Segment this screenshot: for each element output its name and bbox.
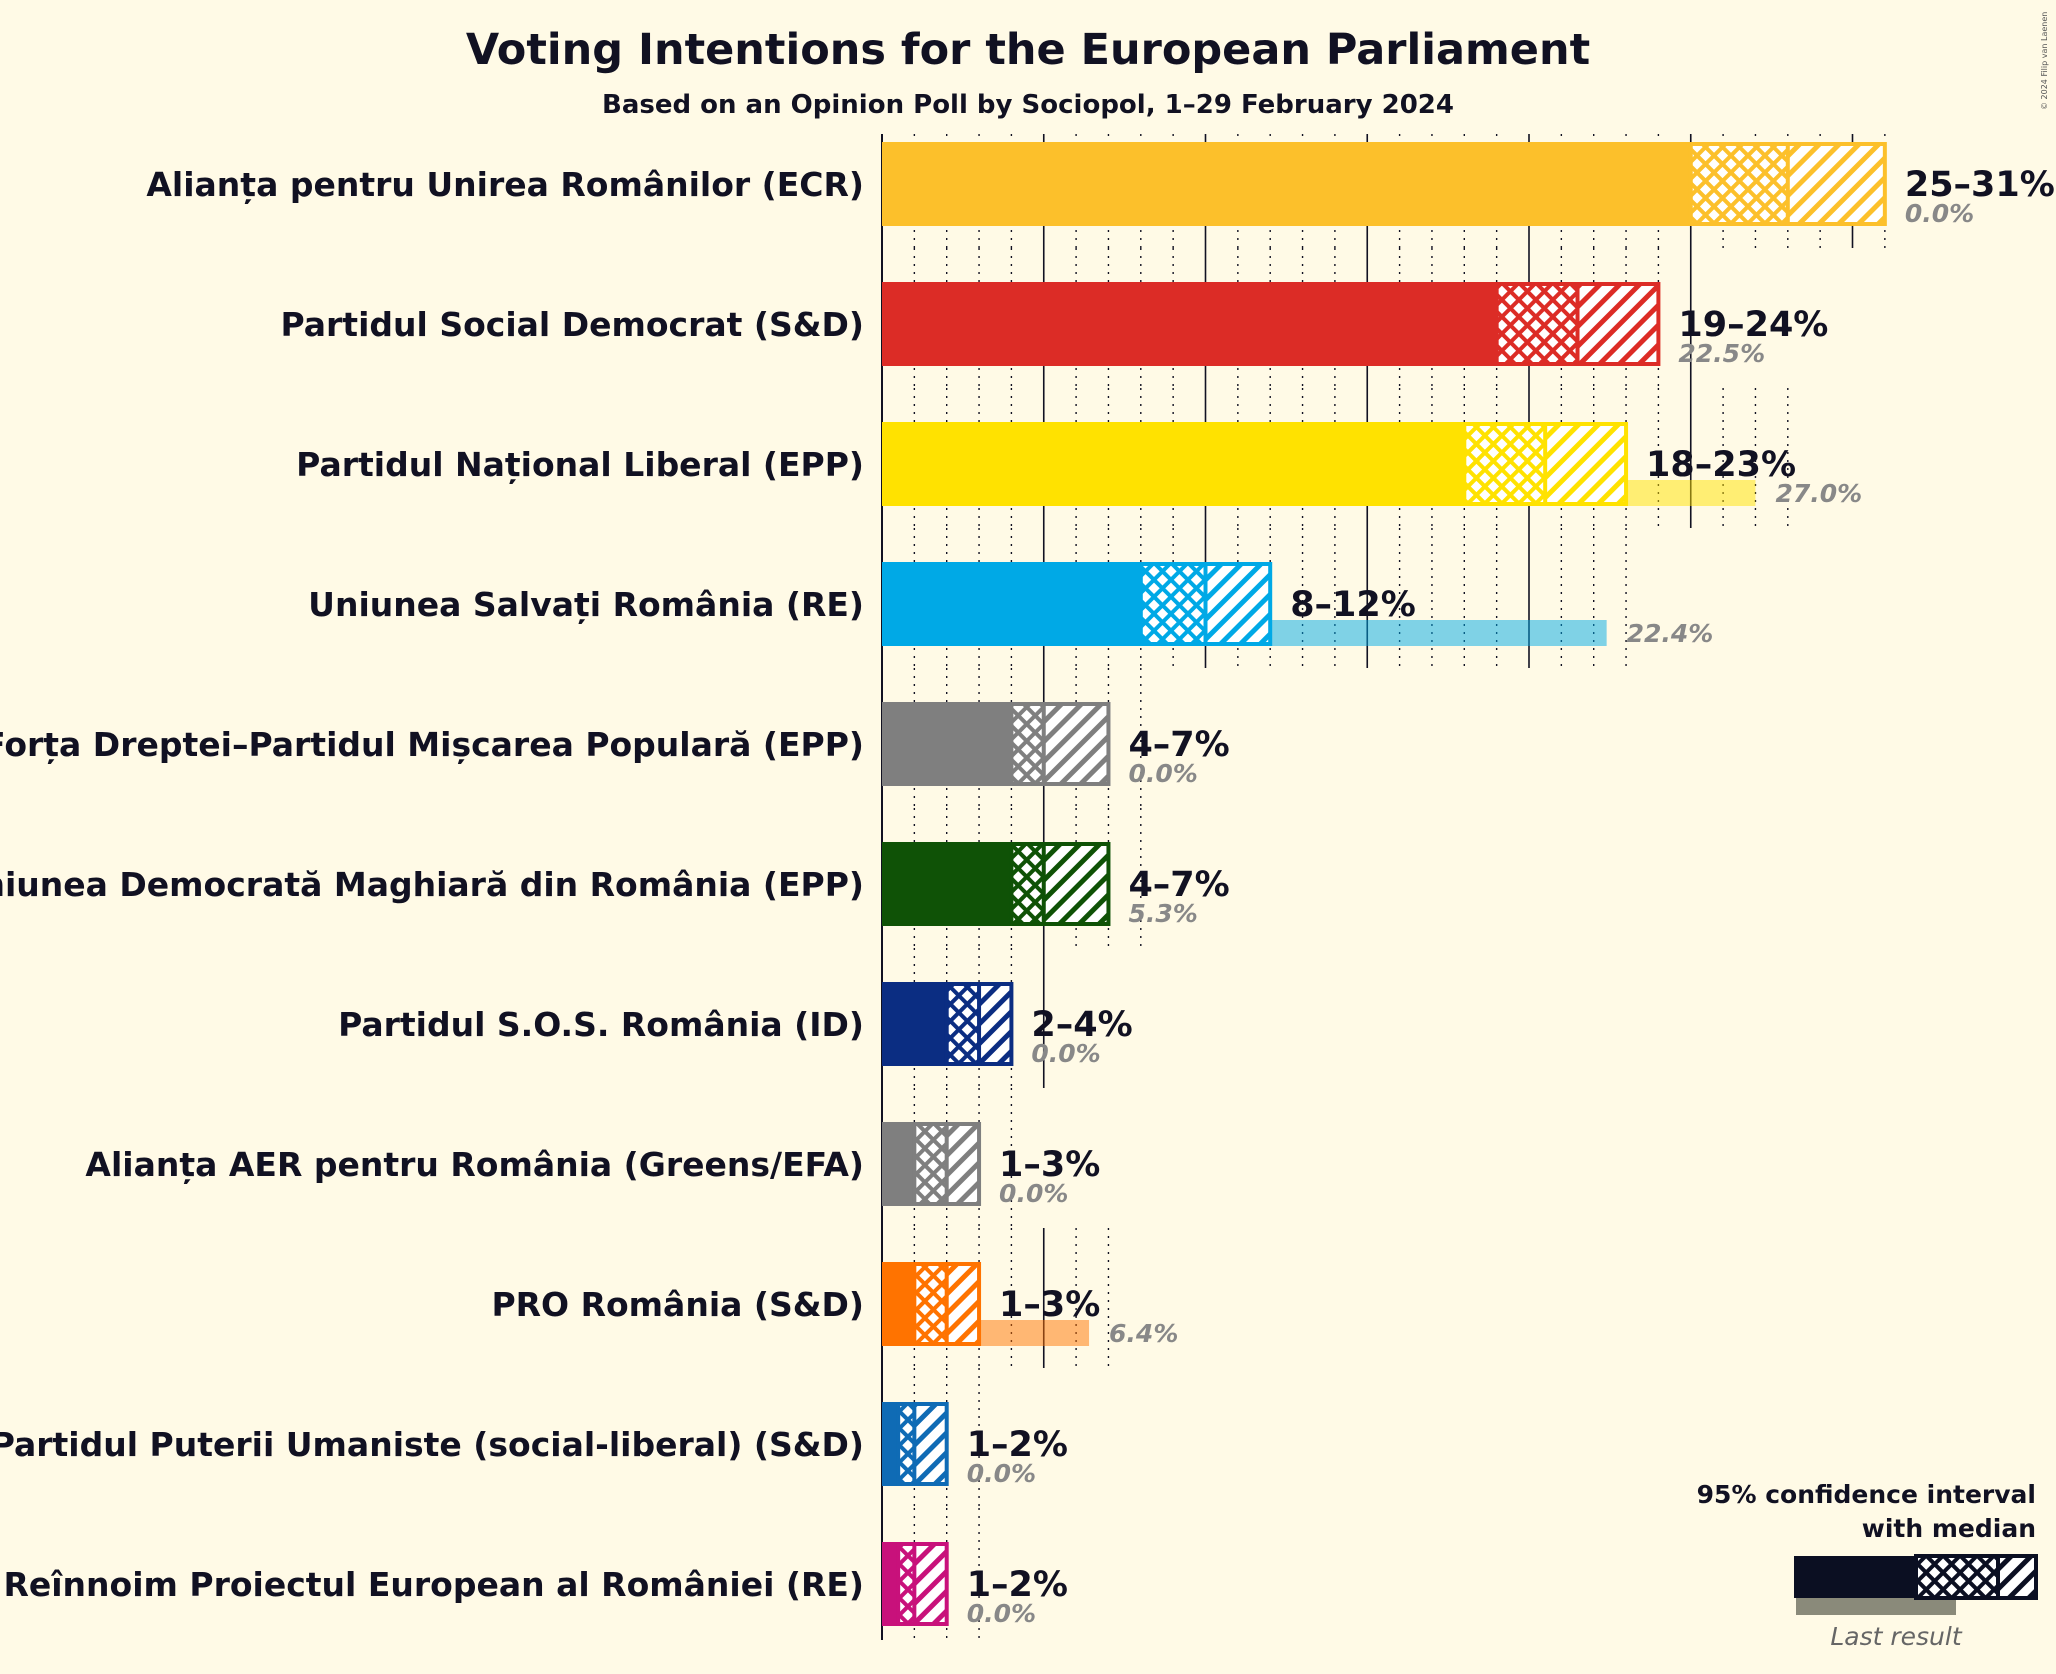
bar-ci-outline — [1009, 842, 1111, 926]
last-result-label: 5.3% — [1128, 899, 1197, 928]
last-result-label: 0.0% — [967, 1599, 1036, 1628]
legend: 95% confidence interval with median Last… — [1697, 1480, 2038, 1651]
last-result-label: 0.0% — [1031, 1039, 1100, 1068]
bar-solid — [882, 982, 947, 1066]
chart-rows: Alianța pentru Unirea Românilor (ECR) 25–… — [0, 142, 2055, 1628]
party-row: Uniunea Democrată Maghiară din România (… — [0, 842, 1230, 928]
party-row: Reînnoim Proiectul European al României … — [3, 1542, 1068, 1628]
bar-ci-lower — [914, 1122, 947, 1206]
bar-solid — [882, 702, 1012, 786]
party-label: PRO România (S&D) — [491, 1285, 864, 1324]
legend-hatch-bar — [1996, 1554, 2038, 1600]
last-result-label: 6.4% — [1109, 1319, 1178, 1348]
party-label: Alianța AER pentru România (Greens/EFA) — [85, 1145, 864, 1184]
bar-ci-lower — [914, 1262, 947, 1346]
range-label: 1–3% — [999, 1285, 1100, 1325]
last-result-label: 0.0% — [999, 1179, 1068, 1208]
legend-last-result-bar — [1796, 1597, 1956, 1615]
last-result-label: 22.4% — [1627, 619, 1714, 648]
bar-ci-upper — [1043, 702, 1109, 786]
bar-ci-upper — [979, 982, 1012, 1066]
legend-line2: with median — [1862, 1514, 2036, 1543]
party-label: Partidul Social Democrat (S&D) — [280, 305, 864, 344]
last-result-label: 22.5% — [1678, 339, 1765, 368]
party-label: Uniunea Democrată Maghiară din România (… — [0, 865, 864, 904]
bar-solid — [882, 282, 1497, 366]
bar-ci-upper — [1205, 562, 1271, 646]
party-row: Partidul S.O.S. România (ID) 2–4%0.0% — [338, 982, 1133, 1068]
bar-solid — [882, 1262, 915, 1346]
range-label: 2–4% — [1031, 1005, 1132, 1045]
range-label: 4–7% — [1128, 865, 1229, 905]
bar-ci-upper — [1577, 282, 1659, 366]
bar-ci-upper — [946, 1262, 980, 1346]
range-label: 4–7% — [1128, 725, 1229, 765]
party-label: Partidul Puterii Umaniste (social-libera… — [0, 1425, 864, 1464]
bar-ci-upper — [1787, 142, 1885, 226]
bar-solid — [882, 1402, 899, 1486]
bar-ci-lower — [1011, 842, 1044, 926]
party-row: Alianța pentru Unirea Românilor (ECR) 25–… — [146, 142, 2055, 228]
bar-solid — [882, 142, 1691, 226]
chart-title: Voting Intentions for the European Parli… — [466, 25, 1590, 75]
bar-ci-lower — [946, 982, 980, 1066]
range-label: 19–24% — [1678, 305, 1828, 345]
legend-last-result: Last result — [1830, 1622, 1962, 1651]
bar-ci-upper — [914, 1402, 947, 1486]
party-row: Alianța AER pentru România (Greens/EFA) 1… — [85, 1122, 1100, 1208]
bar-ci-outline — [1009, 702, 1111, 786]
bar-ci-upper — [946, 1122, 980, 1206]
party-row: Forța Dreptei–Partidul Mișcarea Populară… — [0, 702, 1230, 788]
bar-ci-lower — [1690, 142, 1788, 226]
bar-solid — [882, 422, 1465, 506]
party-row: Partidul Social Democrat (S&D) 19–24%22.5… — [280, 282, 1828, 368]
range-label: 1–2% — [967, 1425, 1068, 1465]
bar-ci-outline — [896, 1402, 949, 1486]
range-label: 25–31% — [1905, 165, 2055, 205]
bar-solid — [882, 1122, 915, 1206]
range-label: 18–23% — [1646, 445, 1796, 485]
last-result-label: 0.0% — [1128, 759, 1197, 788]
bar-ci-upper — [1545, 422, 1627, 506]
copyright-note: © 2024 Filip van Laenen — [2040, 12, 2049, 110]
bar-ci-lower — [1011, 702, 1044, 786]
legend-crosshatch-bar — [1914, 1554, 2000, 1600]
party-label: Partidul S.O.S. România (ID) — [338, 1005, 864, 1044]
bar-ci-lower — [1464, 422, 1546, 506]
chart-subtitle: Based on an Opinion Poll by Sociopol, 1–… — [602, 90, 1454, 120]
party-row: Partidul Puterii Umaniste (social-libera… — [0, 1402, 1068, 1488]
bar-solid — [882, 562, 1141, 646]
bar-ci-lower — [898, 1402, 915, 1486]
last-result-label: 0.0% — [1905, 199, 1974, 228]
party-label: Uniunea Salvați România (RE) — [308, 585, 864, 624]
party-label: Reînnoim Proiectul European al României … — [3, 1565, 864, 1604]
bar-solid — [882, 1542, 899, 1626]
last-result-label: 0.0% — [967, 1459, 1036, 1488]
bar-ci-lower — [898, 1542, 915, 1626]
party-label: Alianța pentru Unirea Românilor (ECR) — [146, 165, 864, 204]
legend-line1: 95% confidence interval — [1697, 1480, 2036, 1509]
party-label: Partidul Național Liberal (EPP) — [296, 445, 864, 484]
bar-ci-outline — [896, 1542, 949, 1626]
range-label: 8–12% — [1290, 585, 1416, 625]
bar-ci-lower — [1140, 562, 1206, 646]
last-result-label: 27.0% — [1775, 479, 1862, 508]
bar-ci-lower — [1496, 282, 1578, 366]
bar-ci-upper — [1043, 842, 1109, 926]
party-row: Partidul Național Liberal (EPP) 18–23%27.… — [296, 422, 1862, 508]
party-row: PRO România (S&D) 1–3% 6.4% — [491, 1262, 1178, 1348]
range-label: 1–3% — [999, 1145, 1100, 1185]
party-label: Forța Dreptei–Partidul Mișcarea Populară… — [0, 725, 864, 764]
bar-ci-upper — [914, 1542, 947, 1626]
legend-solid-bar — [1794, 1556, 1916, 1598]
party-row: Uniunea Salvați România (RE) 8–12% 22.4% — [308, 562, 1713, 648]
bar-solid — [882, 842, 1012, 926]
range-label: 1–2% — [967, 1565, 1068, 1605]
